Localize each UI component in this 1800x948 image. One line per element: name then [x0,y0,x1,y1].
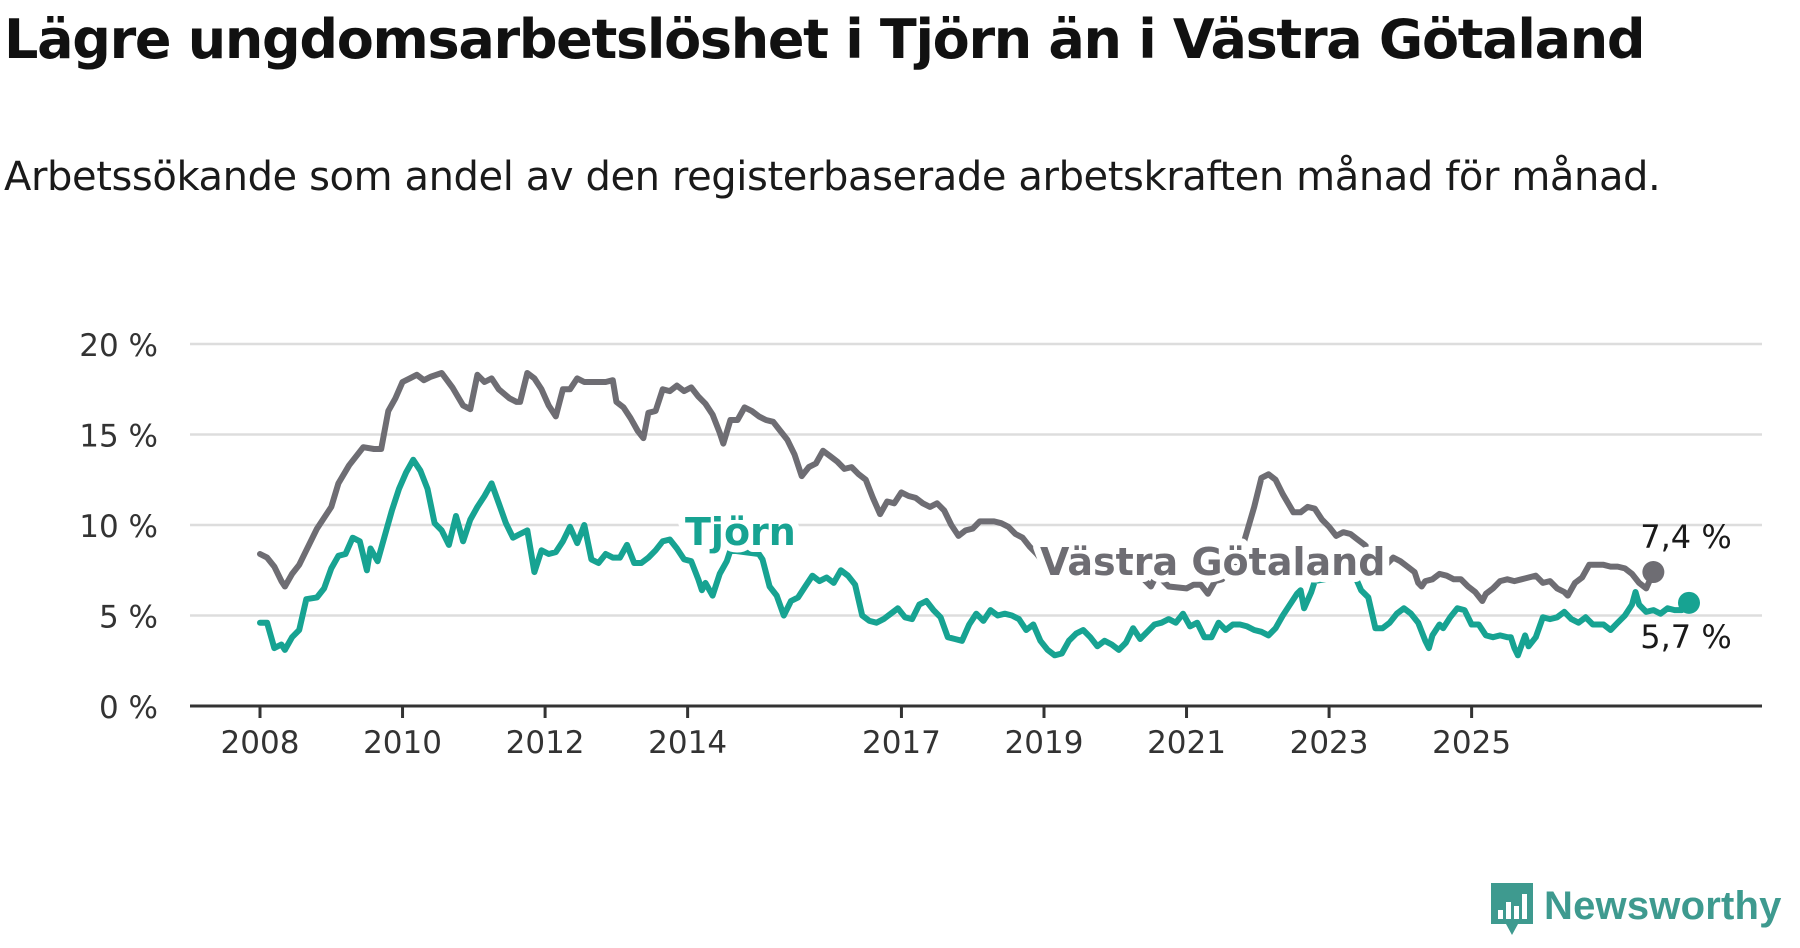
x-tick-label: 2021 [1147,725,1226,761]
x-tick-label: 2010 [363,725,442,761]
end-point-vastra-gotaland [1642,561,1665,584]
end-point-tjorn [1678,591,1700,614]
x-tick-label: 2025 [1432,725,1511,761]
series-line-vastra-gotaland [257,370,1657,604]
newsworthy-bar-chart-icon [1491,883,1533,935]
y-tick-label: 0 % [99,690,158,726]
y-tick-label: 15 % [79,419,158,455]
x-tick-label: 2017 [862,725,941,761]
chart-subtitle: Arbetssökande som andel av den registerb… [4,154,1661,200]
series-line-tjorn [257,456,1692,659]
end-label-vastra-gotaland: 7,4 % [1640,518,1731,556]
x-tick-label: 2014 [648,725,727,761]
tjorn-label: Tjörn [685,510,796,554]
tjorn-label-halo: Tjörn [685,510,796,554]
x-tick-label: 2012 [506,725,585,761]
y-tick-label: 20 % [79,328,158,364]
vastra-gotaland-label-halo: Västra Götaland [1040,540,1385,584]
end-label-tjorn: 5,7 % [1640,618,1731,656]
x-axis: 2008 2010 2012 2014 2017 2019 2021 2023 2025 [190,704,1762,761]
x-tick-label: 2019 [1005,725,1084,761]
y-axis: 0 % 5 % 10 % 15 % 20 % [79,328,158,726]
series-lines [257,370,1700,659]
y-tick-label: 10 % [79,509,158,545]
brand-name: Newsworthy [1544,884,1782,928]
vastra-gotaland-label: Västra Götaland [1040,540,1385,584]
chart-title: Lägre ungdomsarbetslöshet i Tjörn än i V… [4,8,1646,71]
x-tick-label: 2008 [221,725,300,761]
y-tick-label: 5 % [99,600,158,636]
x-tick-label: 2023 [1290,725,1369,761]
